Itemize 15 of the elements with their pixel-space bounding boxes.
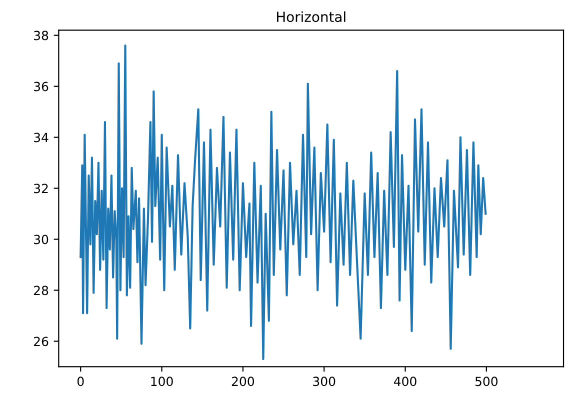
x-tick-label: 300 <box>313 376 336 386</box>
x-tick-label: 400 <box>394 376 416 386</box>
x-tick-label: 200 <box>232 376 254 386</box>
y-tick-label: 26 <box>34 336 48 346</box>
x-tick-label: 500 <box>475 376 498 386</box>
y-tick-label: 34 <box>34 132 48 142</box>
x-tick-label: 0 <box>77 376 84 386</box>
y-tick-label: 28 <box>34 286 48 296</box>
y-tick-label: 30 <box>34 234 48 244</box>
x-tick-label: 100 <box>151 376 173 386</box>
y-tick-label: 38 <box>34 30 48 40</box>
chart-title: Horizontal <box>277 11 346 22</box>
y-tick-label: 32 <box>34 184 48 194</box>
y-tick-label: 36 <box>34 82 48 92</box>
line-series <box>80 44 487 360</box>
